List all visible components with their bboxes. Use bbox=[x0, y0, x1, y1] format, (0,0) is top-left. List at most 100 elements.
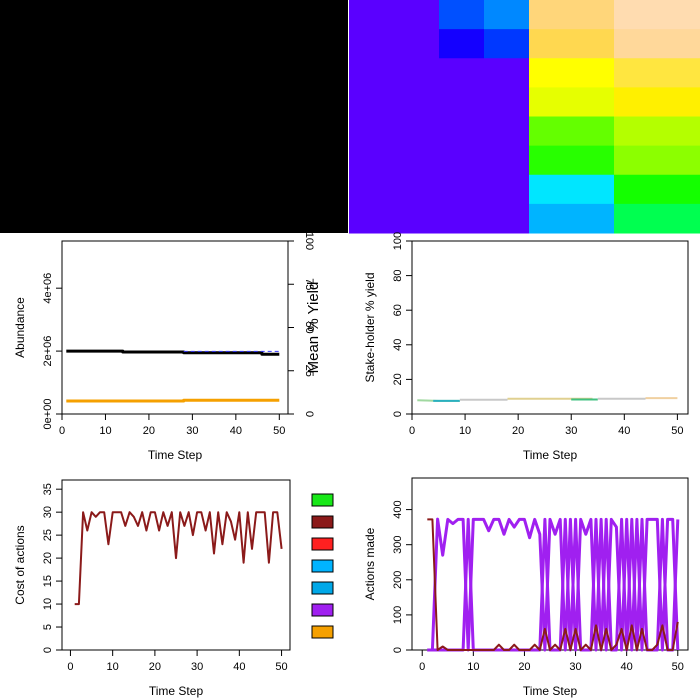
y-tick-label: 200 bbox=[392, 571, 404, 589]
heatmap-cell bbox=[394, 0, 440, 30]
x-tick-label: 50 bbox=[671, 425, 683, 437]
heatmap-cell bbox=[439, 29, 485, 59]
series-line bbox=[427, 518, 679, 651]
series-line bbox=[66, 398, 280, 403]
heatmap-cell bbox=[484, 87, 530, 118]
x-tick-label: 20 bbox=[518, 661, 530, 673]
y-tick-label: 2e+06 bbox=[42, 336, 54, 367]
x-tick-label: 40 bbox=[621, 661, 633, 673]
y-tick-label: 80 bbox=[392, 269, 404, 281]
x-tick-label: 50 bbox=[672, 661, 684, 673]
legend-swatch bbox=[311, 581, 334, 595]
x-tick-label: 20 bbox=[512, 425, 524, 437]
y-tick-label: 0e+00 bbox=[42, 399, 54, 430]
heatmap-cell bbox=[394, 203, 440, 234]
legend-swatch bbox=[311, 625, 334, 639]
legend-swatch bbox=[311, 537, 334, 551]
heatmap-cell bbox=[614, 29, 700, 59]
y-tick-label: 0 bbox=[42, 647, 54, 653]
x-tick-label: 0 bbox=[419, 661, 425, 673]
heatmap-cell bbox=[484, 174, 530, 205]
heatmap-cell bbox=[349, 87, 395, 118]
stakeholder-yield-plot: 0 10 20 30 40 50 0 20 40 60 80 100 Time Step Stake-ho… bbox=[363, 232, 689, 462]
resource-cell-map bbox=[349, 0, 700, 234]
series-line bbox=[74, 511, 283, 606]
heatmap-cell bbox=[484, 203, 530, 234]
y-tick-label: 30 bbox=[42, 506, 54, 518]
legend-swatch bbox=[311, 559, 334, 573]
heatmap-cell bbox=[439, 203, 485, 234]
x-tick-label: 20 bbox=[143, 425, 155, 437]
plot-frame bbox=[61, 479, 291, 651]
heatmap-cell bbox=[529, 0, 615, 30]
y-tick-label: 20 bbox=[42, 552, 54, 564]
x-tick-label: 30 bbox=[565, 425, 577, 437]
land-map-cell bbox=[0, 0, 348, 233]
x-tick-label: 10 bbox=[107, 661, 119, 673]
cost-of-actions-plot: 0 10 20 30 40 50 0 5 10 15 20 25 30 35 Time Step Cost o… bbox=[13, 479, 291, 698]
heatmap-cell bbox=[614, 145, 700, 176]
heatmap-cell bbox=[614, 174, 700, 205]
heatmap-cell bbox=[394, 116, 440, 147]
land-ownership-map bbox=[0, 0, 348, 233]
legend-swatch bbox=[311, 603, 334, 617]
y-tick-label: 100 bbox=[392, 606, 404, 624]
heatmap-cell bbox=[349, 58, 395, 88]
y-tick-label: 60 bbox=[392, 304, 404, 316]
heatmap-cell bbox=[529, 29, 615, 59]
x-tick-label: 0 bbox=[59, 425, 65, 437]
actions-made-plot: 0 10 20 30 40 50 0 100 200 300 400 Time Step Actions… bbox=[363, 477, 689, 698]
x-tick-label: 10 bbox=[459, 425, 471, 437]
x-tick-label: 0 bbox=[67, 661, 73, 673]
heatmap-cell bbox=[484, 116, 530, 147]
y-tick-label: 4e+06 bbox=[42, 273, 54, 304]
x-axis-label: Time Step bbox=[523, 448, 578, 462]
plot-frame bbox=[61, 240, 289, 415]
heatmap-cell bbox=[349, 29, 395, 59]
y-right-tick-label: 50 bbox=[303, 321, 315, 333]
heatmap-cell bbox=[394, 174, 440, 205]
series-line bbox=[427, 517, 680, 652]
heatmap-cell bbox=[394, 58, 440, 88]
heatmap-cell bbox=[484, 29, 530, 59]
heatmap-cell bbox=[394, 87, 440, 118]
x-tick-label: 50 bbox=[273, 425, 285, 437]
heatmap-cell bbox=[439, 0, 485, 30]
heatmap-cell bbox=[529, 174, 615, 205]
heatmap-cell bbox=[439, 116, 485, 147]
x-axis-label: Time Step bbox=[149, 684, 204, 698]
y-tick-label: 40 bbox=[392, 339, 404, 351]
heatmap-cell bbox=[529, 87, 615, 118]
y-tick-label: 10 bbox=[42, 598, 54, 610]
heatmap-cell bbox=[439, 174, 485, 205]
y-tick-label: 25 bbox=[42, 529, 54, 541]
heatmap-cell bbox=[484, 145, 530, 176]
y-right-axis-label: Mean % Yield bbox=[305, 282, 322, 374]
x-tick-label: 40 bbox=[618, 425, 630, 437]
y-axis-label: Cost of actions bbox=[13, 525, 27, 604]
y-tick-label: 400 bbox=[392, 500, 404, 518]
y-tick-label: 35 bbox=[42, 483, 54, 495]
heatmap-cell bbox=[439, 87, 485, 118]
x-tick-label: 10 bbox=[467, 661, 479, 673]
plot-frame bbox=[411, 240, 689, 415]
legend-swatches bbox=[311, 493, 334, 639]
x-tick-label: 50 bbox=[275, 661, 287, 673]
legend-swatch bbox=[311, 493, 334, 507]
legend-swatch bbox=[311, 515, 334, 529]
heatmap-cell bbox=[439, 58, 485, 88]
series-line bbox=[427, 517, 680, 652]
heatmap-cell bbox=[614, 58, 700, 88]
heatmap-cell bbox=[394, 145, 440, 176]
heatmap-cell bbox=[529, 116, 615, 147]
y-tick-label: 0 bbox=[392, 647, 404, 653]
y-tick-label: 5 bbox=[42, 624, 54, 630]
x-axis-label: Time Step bbox=[523, 684, 578, 698]
x-tick-label: 30 bbox=[191, 661, 203, 673]
y-axis-label: Actions made bbox=[363, 527, 377, 600]
abundance-yield-plot: 0 10 20 30 40 50 0e+00 2e+06 4e+06 0 25 50 75 100 Mean… bbox=[13, 232, 322, 462]
heatmap-cell bbox=[529, 145, 615, 176]
x-tick-label: 40 bbox=[233, 661, 245, 673]
heatmap-cell bbox=[439, 145, 485, 176]
